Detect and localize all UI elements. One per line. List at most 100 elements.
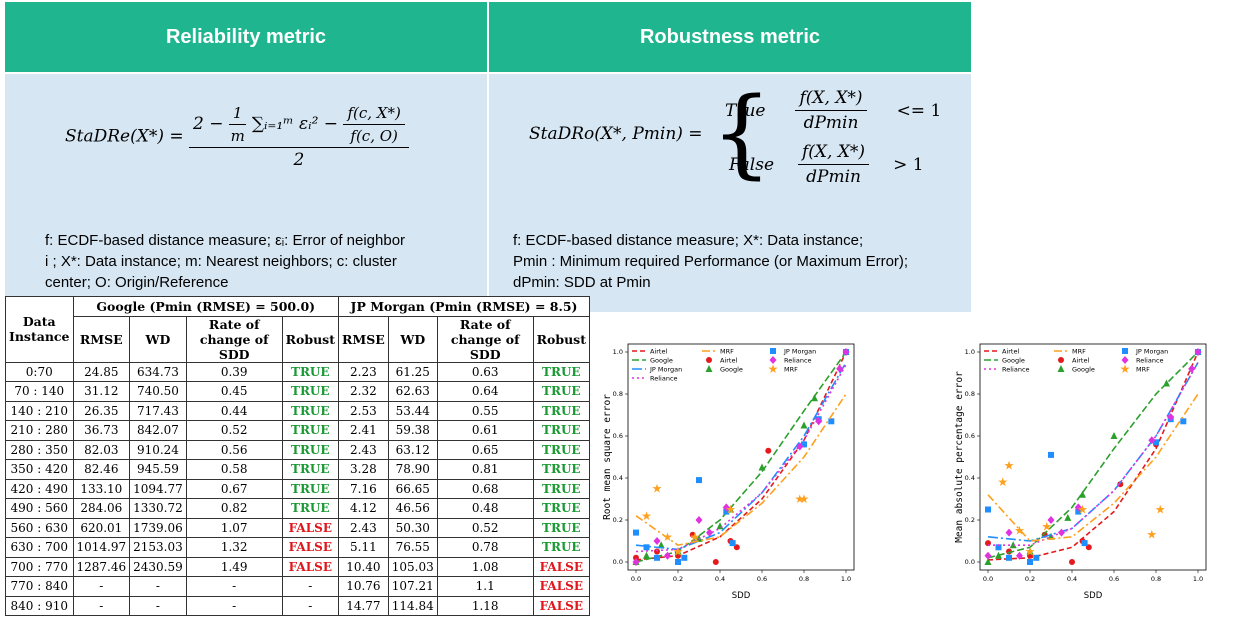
google-header: Google (Pmin (RMSE) = 500.0) [72,296,339,317]
cell-data-instance: 210 : 280 [5,420,74,441]
case-false-fraction: f(X, X*) dPmin [798,142,870,187]
point-marker: ★ [794,492,805,506]
reliability-header: Reliability metric [5,2,487,72]
point-marker [1148,436,1156,445]
table-cell: 0.44 [185,400,283,421]
point-marker [758,463,766,471]
table-cell: TRUE [281,381,339,402]
cell-data-instance: 140 : 210 [5,400,74,421]
frac-num: f(X, X*) [798,142,870,165]
formula-frac-1-over-m: 1 m [228,104,247,145]
point-marker: ★ [1025,545,1036,559]
y-tick-label: 1.0 [965,348,975,356]
point-marker [1110,432,1118,439]
point-marker [769,356,777,364]
table-cell: 945.59 [129,459,187,480]
point-marker: ★ [662,530,673,544]
point-marker [1005,528,1013,537]
x-tick-label: 0.8 [1151,575,1161,583]
table-row: 350 : 420 82.46 945.59 0.58 TRUE 3.28 78.90 0.8… [5,459,591,480]
table-cell: 0.67 [185,478,283,499]
point-marker: ★ [1014,524,1025,538]
table-cell: 26.35 [72,400,131,421]
table-row: 0:70 24.85 634.73 0.39 TRUE 2.23 61.25 0.63 TRUE [5,361,591,382]
point-marker [722,503,730,512]
rel-desc-line: i ; X*: Data instance; m: Nearest neighb… [45,253,397,270]
point-marker: ★ [1155,503,1166,517]
point-marker [1058,357,1064,363]
results-table-wrapper: Data Instance Google (Pmin (RMSE) = 500.… [5,296,591,616]
frac2-num: f(c, X*) [343,104,405,125]
point-marker [815,417,823,426]
point-marker [729,540,736,547]
fit-line-google [635,351,847,563]
table-cell: 0.52 [436,517,534,538]
table-cell: 1.08 [436,556,534,577]
legend-label: JP Morgan [783,348,816,356]
x-tick-label: 0.4 [715,575,725,583]
table-cell: TRUE [281,498,339,519]
table-cell: - [281,576,339,597]
table-cell: 0.78 [436,537,534,558]
table-cell: TRUE [281,459,339,480]
point-marker [706,357,712,363]
table-cell: 82.46 [72,459,131,480]
point-marker: ★ [689,530,700,544]
table-cell: 114.84 [387,595,438,616]
reliability-formula: StaDRe(X*) = 2 − 1 m ∑ᵢ₌₁ᵐ εᵢ² − f(c, X*… [65,104,409,170]
table-cell: 284.06 [72,498,131,519]
legend-label: Reliance [1136,357,1164,365]
table-cell: 31.12 [72,381,131,402]
table-cell: 2.23 [337,361,389,382]
table-cell: 1.32 [185,537,283,558]
point-marker [705,365,713,372]
legend-label: Airtel [650,348,667,356]
point-marker [984,558,992,565]
point-marker [1033,554,1040,561]
x-tick-label: 0.6 [1109,575,1119,583]
table-cell: 0.65 [436,439,534,460]
series-points-mrf: ★★★★★★★★ [641,482,809,559]
table-cell: 76.55 [387,537,438,558]
table-cell: - [72,595,131,616]
point-marker [811,394,818,402]
table-cell: - [129,576,187,597]
point-marker [633,554,639,561]
table-cell: - [185,576,283,597]
point-marker [1153,439,1159,446]
table-cell: 0.52 [185,420,283,441]
point-marker [842,348,850,356]
table-cell: 105.03 [387,556,438,577]
case-false-label: False [729,154,774,175]
table-cell: 107.21 [387,576,438,597]
point-marker [1079,490,1086,498]
point-marker [1121,356,1129,364]
point-marker [1194,348,1202,356]
table-cell: 1014.97 [72,537,131,558]
point-marker: ★ [1041,519,1052,533]
sub-header: Rate of change of SDD [436,315,534,363]
point-marker: ★ [1077,503,1088,517]
table-cell: 2430.59 [129,556,187,577]
table-cell: 50.30 [387,517,438,538]
legend-label: Google [650,357,673,365]
sub-header: Rate of change of SDD [185,315,283,363]
table-cell: 620.01 [72,517,131,538]
table-cell: 910.24 [129,439,187,460]
point-marker [653,537,661,545]
table-cell: 7.16 [337,478,389,499]
plot-frame [627,343,855,571]
table-row: 630 : 700 1014.97 2153.03 1.32 FALSE 5.11 76.5… [5,537,591,558]
table-row: 560 : 630 620.01 1739.06 1.07 FALSE 2.43 50.30… [5,517,591,538]
frac1-num: 1 [228,104,247,125]
table-cell: TRUE [532,361,591,382]
table-cell: 0.68 [436,478,534,499]
x-tick-label: 0.2 [1025,575,1035,583]
table-cell: 133.10 [72,478,131,499]
sub-header: RMSE [337,315,389,363]
y-tick-label: 0.8 [965,390,975,398]
x-tick-label: 1.0 [841,575,851,583]
legend-label: Reliance [1002,366,1030,374]
point-marker [1058,528,1065,537]
